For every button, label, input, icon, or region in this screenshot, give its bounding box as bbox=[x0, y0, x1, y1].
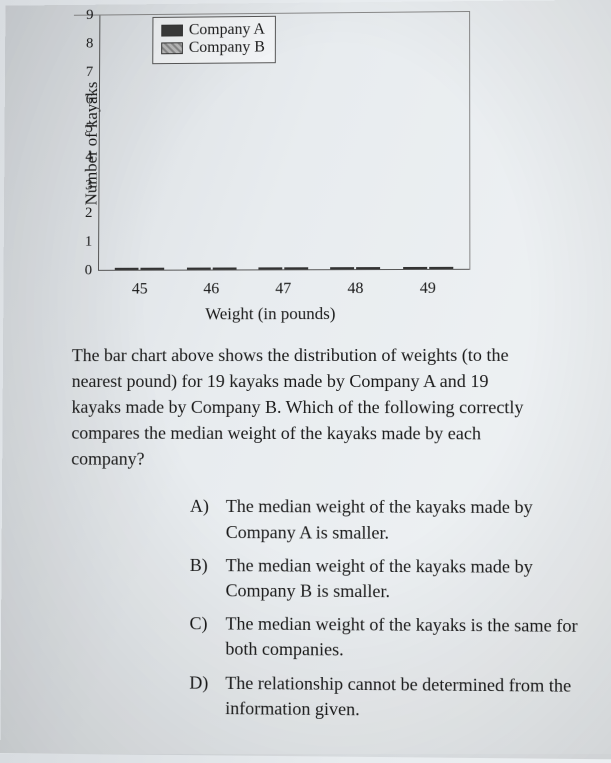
x-tick: 49 bbox=[398, 280, 458, 298]
question-stem: The bar chart above shows the distributi… bbox=[71, 342, 531, 473]
choice-label: C) bbox=[189, 611, 215, 662]
y-tick: 9 bbox=[74, 7, 94, 24]
y-tick: 4 bbox=[73, 149, 93, 166]
choice-text: The median weight of the kayaks is the s… bbox=[225, 612, 583, 665]
plot-area bbox=[98, 12, 469, 271]
bar-company-a bbox=[115, 268, 139, 270]
y-tick: 0 bbox=[72, 262, 92, 279]
x-tick: 45 bbox=[110, 281, 169, 299]
answer-choice[interactable]: C)The median weight of the kayaks is the… bbox=[189, 611, 583, 665]
y-tick: 3 bbox=[73, 177, 93, 194]
bar-company-a bbox=[330, 267, 354, 269]
bar-chart: Number of kayaks 0123456789 Company A Co… bbox=[72, 11, 470, 271]
x-tick: 48 bbox=[325, 280, 385, 298]
bar-company-b bbox=[212, 267, 236, 269]
y-tick: 6 bbox=[73, 92, 93, 109]
answer-choices: A)The median weight of the kayaks made b… bbox=[189, 494, 583, 724]
y-tick: 5 bbox=[73, 120, 93, 137]
x-axis-label: Weight (in pounds) bbox=[72, 304, 470, 325]
y-tick: 8 bbox=[74, 35, 94, 52]
bar-company-b bbox=[141, 268, 165, 270]
choice-label: D) bbox=[189, 670, 215, 721]
bar-company-a bbox=[403, 267, 427, 269]
x-axis-ticks: 45 46 47 48 49 bbox=[98, 278, 471, 303]
answer-choice[interactable]: B)The median weight of the kayaks made b… bbox=[190, 553, 584, 606]
choice-text: The median weight of the kayaks made by … bbox=[226, 494, 583, 546]
y-axis: 0123456789 bbox=[72, 16, 99, 271]
bar-company-b bbox=[429, 267, 453, 269]
y-tick: 1 bbox=[73, 234, 93, 251]
choice-text: The median weight of the kayaks made by … bbox=[226, 553, 584, 606]
bar-company-b bbox=[284, 267, 308, 269]
y-tick: 7 bbox=[74, 64, 94, 81]
answer-choice[interactable]: D)The relationship cannot be determined … bbox=[189, 670, 583, 724]
page: Number of kayaks 0123456789 Company A Co… bbox=[0, 0, 611, 763]
choice-label: A) bbox=[190, 494, 216, 545]
bar-company-a bbox=[187, 268, 211, 270]
answer-choice[interactable]: A)The median weight of the kayaks made b… bbox=[190, 494, 583, 546]
x-tick: 46 bbox=[182, 280, 242, 298]
y-tick: 2 bbox=[73, 206, 93, 223]
bar-company-b bbox=[356, 267, 380, 269]
choice-label: B) bbox=[190, 553, 216, 604]
bar-company-a bbox=[258, 267, 282, 269]
choice-text: The relationship cannot be determined fr… bbox=[225, 670, 583, 724]
x-tick: 47 bbox=[253, 280, 313, 298]
